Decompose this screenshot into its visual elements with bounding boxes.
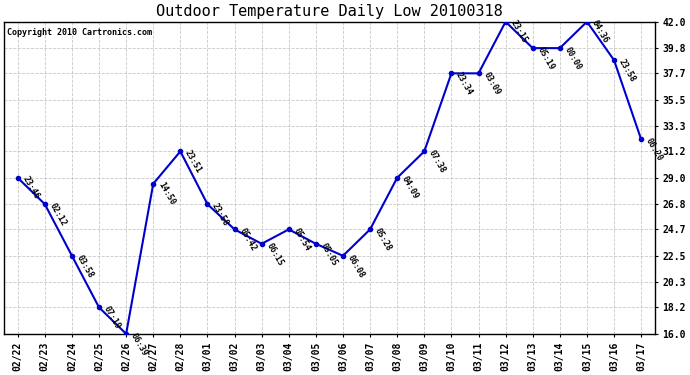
Text: 03:58: 03:58 bbox=[75, 253, 95, 279]
Text: 00:00: 00:00 bbox=[562, 45, 583, 72]
Text: 06:39: 06:39 bbox=[129, 331, 149, 357]
Text: 04:09: 04:09 bbox=[400, 175, 420, 201]
Text: 06:15: 06:15 bbox=[264, 241, 285, 267]
Text: 23:58: 23:58 bbox=[210, 201, 230, 228]
Text: 05:05: 05:05 bbox=[319, 241, 339, 267]
Title: Outdoor Temperature Daily Low 20100318: Outdoor Temperature Daily Low 20100318 bbox=[156, 4, 503, 19]
Text: 06:08: 06:08 bbox=[346, 253, 366, 279]
Text: Copyright 2010 Cartronics.com: Copyright 2010 Cartronics.com bbox=[8, 28, 152, 37]
Text: 07:19: 07:19 bbox=[102, 304, 122, 331]
Text: 23:58: 23:58 bbox=[617, 57, 637, 84]
Text: 23:34: 23:34 bbox=[454, 70, 475, 97]
Text: 07:38: 07:38 bbox=[427, 148, 447, 175]
Text: 23:15: 23:15 bbox=[509, 19, 529, 45]
Text: 05:54: 05:54 bbox=[292, 226, 312, 253]
Text: 23:51: 23:51 bbox=[183, 148, 204, 175]
Text: 06:20: 06:20 bbox=[644, 136, 664, 163]
Text: 23:46: 23:46 bbox=[21, 175, 41, 201]
Text: 05:42: 05:42 bbox=[237, 226, 257, 253]
Text: 14:50: 14:50 bbox=[156, 181, 177, 207]
Text: 03:09: 03:09 bbox=[482, 70, 502, 97]
Text: 05:28: 05:28 bbox=[373, 226, 393, 253]
Text: 05:19: 05:19 bbox=[535, 45, 555, 72]
Text: 04:36: 04:36 bbox=[590, 19, 610, 45]
Text: 02:12: 02:12 bbox=[48, 201, 68, 228]
